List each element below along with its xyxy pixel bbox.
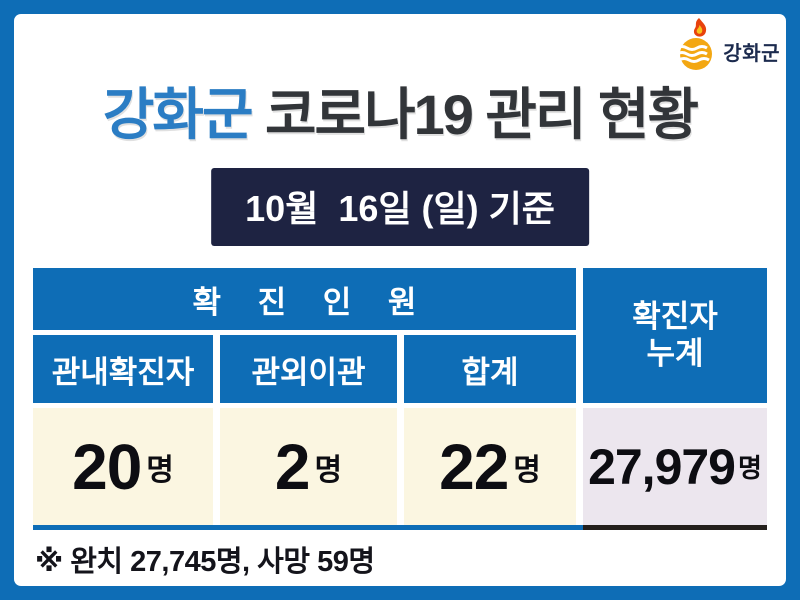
logo-text: 강화군 — [723, 42, 780, 65]
table-underline — [33, 525, 767, 530]
ganghwa-county-logo: 강화군 — [674, 16, 780, 74]
value-cumulative-unit: 명 — [738, 453, 762, 483]
value-transferred-number: 2 — [274, 430, 311, 503]
header-local-confirmed: 관내확진자 — [33, 335, 213, 403]
value-total-number: 22 — [439, 430, 509, 503]
title-highlight: 강화군 — [102, 83, 254, 146]
header-confirmed-group: 확 진 인 원 — [33, 268, 576, 330]
value-cumulative: 27,979 명 — [583, 408, 767, 525]
value-local-number: 20 — [72, 430, 142, 503]
value-local-unit: 명 — [146, 453, 174, 487]
header-transferred-out: 관외이관 — [220, 335, 397, 403]
underline-dark-segment — [583, 525, 767, 530]
value-cumulative-number: 27,979 — [588, 438, 736, 495]
value-total-unit: 명 — [513, 453, 541, 487]
value-local-confirmed: 20 명 — [33, 408, 213, 525]
value-total: 22 명 — [404, 408, 576, 525]
page-title: 강화군 코로나19 관리 현황 — [14, 70, 786, 151]
date-badge: 10월 16일 (일) 기준 — [211, 168, 589, 246]
title-rest: 코로나19 관리 현황 — [251, 83, 699, 146]
footnote: ※ 완치 27,745명, 사망 59명 — [35, 546, 375, 578]
header-cumulative: 확진자 누계 — [583, 268, 767, 403]
underline-blue-segment — [33, 525, 583, 530]
header-total: 합계 — [404, 335, 576, 403]
content-panel: 강화군 강화군 코로나19 관리 현황 10월 16일 (일) 기준 확 진 인… — [14, 14, 786, 586]
header-cumulative-label: 확진자 누계 — [632, 298, 718, 371]
value-transferred-unit: 명 — [314, 453, 343, 487]
flame-over-water-icon — [676, 18, 713, 70]
